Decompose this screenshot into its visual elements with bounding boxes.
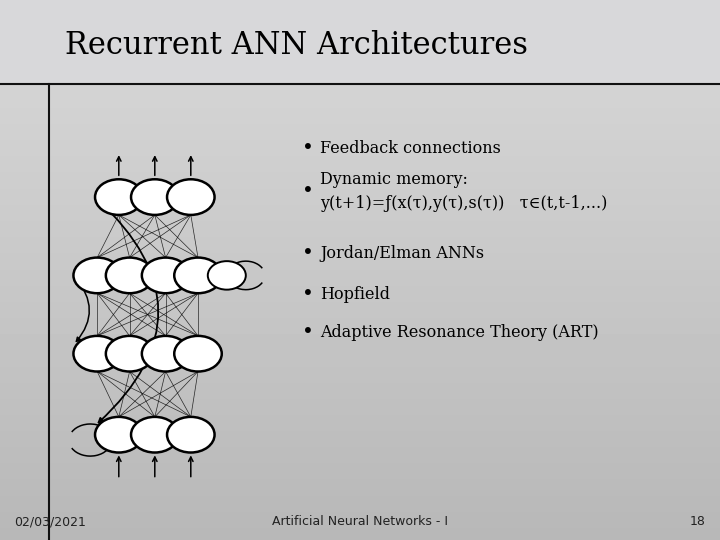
Text: Dynamic memory:
y(t+1)=ƒ(x(τ),y(τ),s(τ))   τ∈(t,t-1,...): Dynamic memory: y(t+1)=ƒ(x(τ),y(τ),s(τ))… bbox=[320, 172, 608, 212]
Text: Artificial Neural Networks - I: Artificial Neural Networks - I bbox=[272, 515, 448, 528]
Text: •: • bbox=[302, 244, 313, 264]
Text: •: • bbox=[302, 182, 313, 201]
Circle shape bbox=[167, 179, 215, 215]
Circle shape bbox=[95, 417, 143, 453]
Circle shape bbox=[106, 258, 153, 293]
Text: 02/03/2021: 02/03/2021 bbox=[14, 515, 86, 528]
Text: •: • bbox=[302, 285, 313, 304]
Circle shape bbox=[95, 179, 143, 215]
Text: Feedback connections: Feedback connections bbox=[320, 140, 501, 157]
Text: Adaptive Resonance Theory (ART): Adaptive Resonance Theory (ART) bbox=[320, 323, 599, 341]
Circle shape bbox=[174, 258, 222, 293]
Text: •: • bbox=[302, 139, 313, 158]
Circle shape bbox=[142, 258, 189, 293]
Circle shape bbox=[174, 336, 222, 372]
Text: 18: 18 bbox=[690, 515, 706, 528]
Circle shape bbox=[73, 336, 121, 372]
Text: •: • bbox=[302, 322, 313, 342]
Circle shape bbox=[167, 417, 215, 453]
Text: Jordan/Elman ANNs: Jordan/Elman ANNs bbox=[320, 245, 485, 262]
Circle shape bbox=[142, 336, 189, 372]
FancyArrowPatch shape bbox=[97, 199, 158, 422]
Circle shape bbox=[106, 336, 153, 372]
Circle shape bbox=[73, 258, 121, 293]
Text: Hopfield: Hopfield bbox=[320, 286, 390, 303]
Circle shape bbox=[208, 261, 246, 289]
Circle shape bbox=[131, 179, 179, 215]
FancyArrowPatch shape bbox=[76, 278, 89, 341]
Circle shape bbox=[131, 417, 179, 453]
FancyBboxPatch shape bbox=[0, 0, 720, 84]
Text: Recurrent ANN Architectures: Recurrent ANN Architectures bbox=[65, 30, 528, 62]
